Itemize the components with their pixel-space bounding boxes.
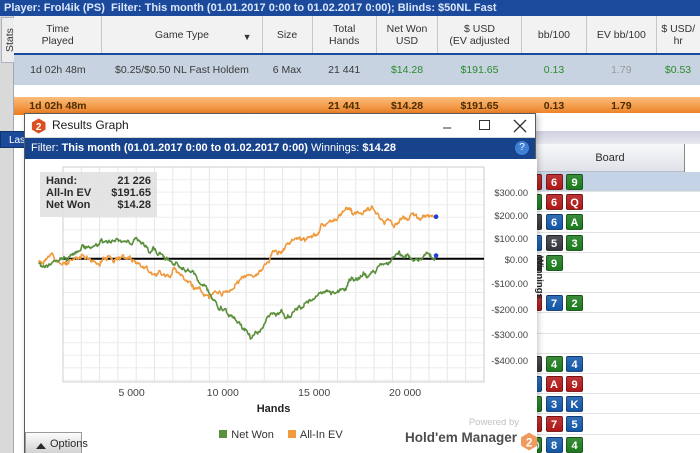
svg-text:$200.00: $200.00	[494, 211, 528, 221]
svg-text:$0.00: $0.00	[505, 255, 528, 265]
svg-text:20 000: 20 000	[389, 387, 421, 399]
svg-text:-$400.00: -$400.00	[491, 356, 528, 366]
svg-text:5 000: 5 000	[118, 387, 144, 399]
svg-text:-$300.00: -$300.00	[491, 330, 528, 340]
svg-text:2: 2	[36, 122, 42, 133]
svg-text:$300.00: $300.00	[494, 188, 528, 198]
svg-text:$100.00: $100.00	[494, 234, 528, 244]
svg-text:2: 2	[526, 435, 533, 449]
svg-text:15 000: 15 000	[298, 387, 330, 399]
svg-text:-$100.00: -$100.00	[491, 279, 528, 289]
svg-text:Winnings: Winnings	[534, 256, 545, 299]
svg-text:Hands: Hands	[257, 403, 291, 415]
svg-text:10 000: 10 000	[207, 387, 239, 399]
svg-text:-$200.00: -$200.00	[491, 305, 528, 315]
